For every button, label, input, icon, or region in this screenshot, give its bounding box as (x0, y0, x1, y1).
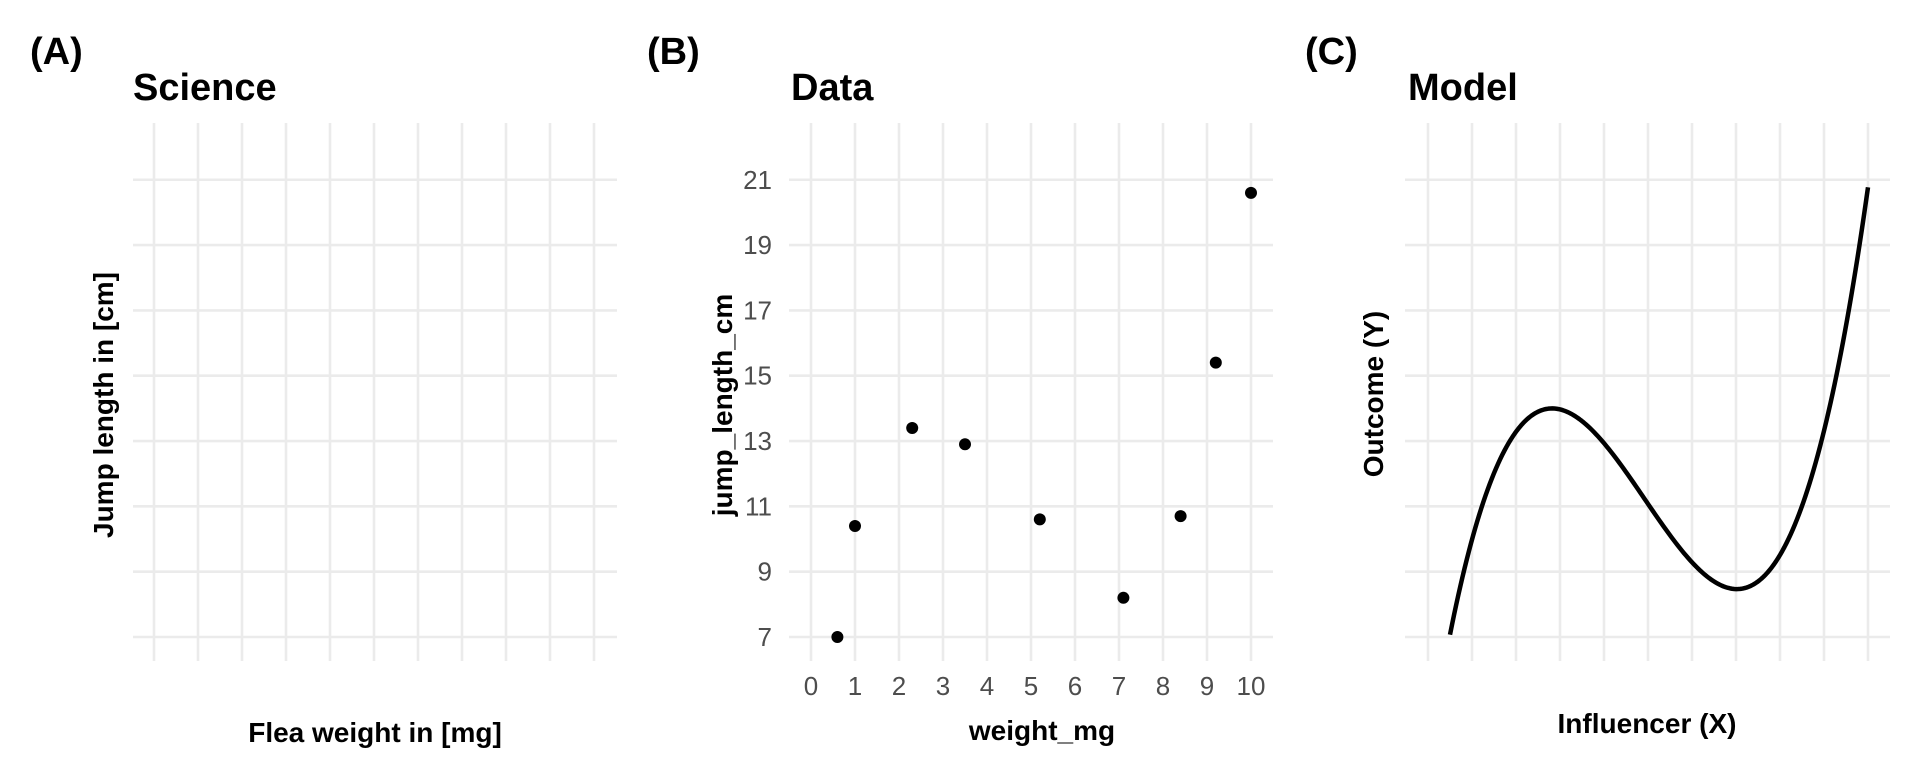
panel-tag-a: (A) (30, 31, 83, 73)
points-b (831, 186, 1257, 643)
y-axis-label-c: Outcome (Y) (1358, 311, 1389, 477)
y-tick-label: 19 (743, 230, 772, 260)
panel-tag-b: (B) (647, 31, 700, 73)
data-point (849, 519, 861, 532)
x-tick-label: 9 (1200, 671, 1214, 701)
grid-a (133, 123, 617, 661)
model-curve (1447, 186, 1871, 636)
x-tick-label: 0 (804, 671, 818, 701)
x-tick-label: 6 (1068, 671, 1082, 701)
x-axis-label-c: Influencer (X) (1558, 708, 1737, 739)
x-tick-label: 4 (980, 671, 994, 701)
y-axis-label-a: Jump length in [cm] (88, 272, 119, 538)
grid-c (1405, 123, 1890, 661)
y-tick-label: 11 (745, 491, 772, 521)
panel-title-b: Data (791, 67, 874, 109)
grid-b (789, 123, 1273, 661)
x-tick-label: 10 (1237, 671, 1266, 701)
data-point (1117, 591, 1130, 604)
data-point (1245, 186, 1257, 199)
panel-a: (A) Science Flea weight in [mg] Jump len… (30, 31, 617, 748)
x-tick-label: 3 (936, 671, 950, 701)
data-point (831, 631, 844, 643)
data-point (1209, 356, 1222, 369)
x-tick-label: 2 (892, 671, 906, 701)
data-point (906, 421, 919, 434)
y-tick-label: 13 (743, 426, 772, 456)
data-point (1033, 513, 1046, 526)
x-axis-label-a: Flea weight in [mg] (248, 717, 502, 748)
x-tick-label: 1 (848, 671, 862, 701)
y-tick-label: 9 (758, 557, 772, 587)
y-tick-label: 21 (743, 165, 772, 195)
panel-title-c: Model (1408, 67, 1518, 109)
data-point (959, 438, 971, 451)
panel-tag-c: (C) (1305, 31, 1358, 73)
y-tick-label: 7 (758, 622, 772, 652)
x-axis-label-b: weight_mg (968, 715, 1115, 746)
x-tick-label: 8 (1156, 671, 1170, 701)
x-tick-label: 7 (1112, 671, 1126, 701)
x-tick-label: 5 (1024, 671, 1038, 701)
y-tick-label: 15 (743, 361, 772, 391)
y-tick-label: 17 (743, 295, 772, 325)
panel-title-a: Science (133, 67, 277, 109)
panel-c: (C) Model Influencer (X) Outcome (Y) (1305, 31, 1890, 739)
y-axis-label-b: jump_length_cm (707, 294, 738, 517)
data-point (1174, 510, 1187, 523)
